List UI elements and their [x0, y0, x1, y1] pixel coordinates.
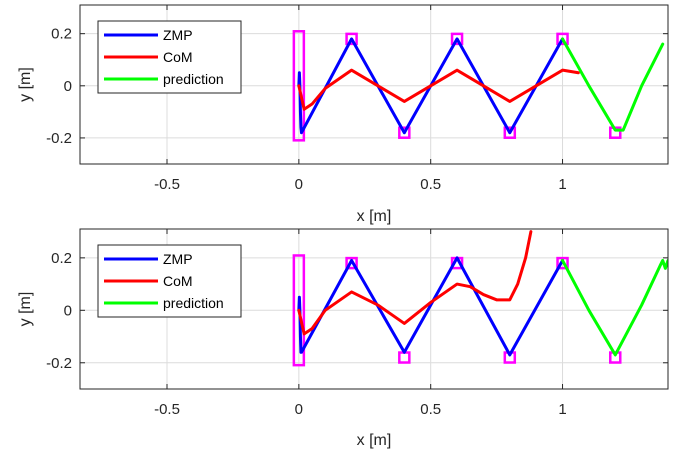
footprint-marker	[450, 32, 464, 46]
y-tick-label: 0	[64, 302, 72, 319]
y-tick-label: -0.2	[46, 130, 72, 147]
legend-label-prediction: prediction	[163, 71, 224, 87]
axes-box	[79, 228, 669, 390]
footprint-marker	[556, 32, 569, 46]
x-tick-label: 0	[295, 401, 303, 418]
data-layer	[292, 30, 665, 142]
y-axis-label: y [m]	[17, 292, 34, 327]
legend-label-zmp: ZMP	[163, 27, 193, 43]
x-tick-label: 0	[295, 176, 303, 193]
x-tick-label: 1	[558, 176, 566, 193]
footprint-marker	[345, 256, 358, 270]
footprint-marker	[503, 126, 517, 139]
x-tick-label: 0.5	[420, 176, 441, 193]
bottom-chart: -0.5 0 0.5 1 0.2 0 -0.2 x [m] y [m] ZMP CoM predict…	[17, 228, 669, 449]
footprint-marker	[556, 256, 569, 270]
footprint-marker	[398, 126, 411, 139]
initial-footprint	[292, 30, 306, 142]
x-axis-label: x [m]	[357, 432, 392, 449]
initial-footprint	[292, 254, 306, 367]
series-line-prediction	[561, 258, 668, 357]
y-axis-label: y [m]	[17, 67, 34, 102]
x-tick-label: 0.5	[420, 401, 441, 418]
series-line-com	[297, 230, 533, 336]
series-line-com	[297, 68, 580, 111]
legend-label-com: CoM	[163, 49, 193, 65]
x-tick-label: -0.5	[154, 401, 180, 418]
x-axis-label: x [m]	[357, 208, 392, 225]
x-tick-label: -0.5	[154, 176, 180, 193]
y-tick-label: -0.2	[46, 355, 72, 372]
legend-label-com: CoM	[163, 273, 193, 289]
y-tick-label: 0.2	[51, 26, 72, 43]
y-tick-label: 0	[64, 78, 72, 95]
legend-label-zmp: ZMP	[163, 251, 193, 267]
footprint-marker	[345, 32, 358, 46]
legend-label-prediction: prediction	[163, 295, 224, 311]
axes-box	[79, 4, 669, 165]
series-line-zmp	[297, 37, 565, 135]
y-tick-label: 0.2	[51, 250, 72, 267]
data-layer	[292, 230, 668, 367]
x-tick-label: 1	[558, 401, 566, 418]
top-chart: -0.5 0 0.5 1 0.2 0 -0.2 x [m] y [m] ZMP CoM predict…	[17, 4, 669, 225]
series-line-prediction	[561, 37, 665, 132]
